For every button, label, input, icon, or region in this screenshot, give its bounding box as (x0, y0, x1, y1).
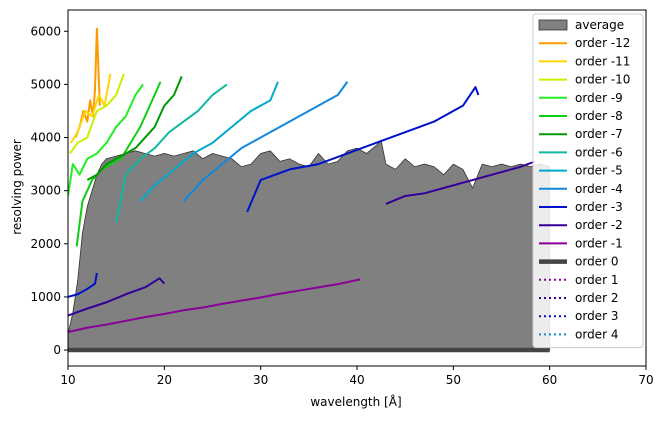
series-line-order--7 (86, 76, 183, 181)
y-tick-label: 0 (53, 343, 61, 357)
series-line-order--1 (68, 278, 361, 333)
y-tick-label: 4000 (30, 131, 61, 145)
legend-label: order 2 (575, 291, 618, 305)
y-tick-label: 5000 (30, 77, 61, 91)
legend-swatch (538, 19, 568, 31)
y-tick-label: 1000 (30, 290, 61, 304)
legend: average order -12 order -11 order -10 order … (532, 13, 644, 349)
series-line-order--8 (75, 81, 162, 247)
y-tick-label: 3000 (30, 184, 61, 198)
legend-label: order -7 (575, 127, 623, 141)
plot-clip-group (68, 27, 551, 353)
legend-label: order -5 (575, 164, 623, 178)
y-tick-label: 6000 (30, 24, 61, 38)
legend-label: order -4 (575, 182, 623, 196)
series-line-order--3 (246, 86, 480, 213)
legend-label: average (575, 18, 624, 32)
x-tick-label: 60 (542, 373, 557, 387)
series-line-order--9 (68, 83, 144, 197)
legend-label: order -12 (575, 36, 630, 50)
series-line-order--4 (182, 81, 349, 202)
series-line-order--6 (115, 83, 228, 223)
legend-label: order -1 (575, 236, 623, 250)
legend-label: order 4 (575, 327, 618, 341)
series-line-order--5 (139, 81, 279, 202)
x-axis-label: wavelength [Å] (310, 394, 401, 409)
legend-label: order -3 (575, 200, 623, 214)
legend-label: order -9 (575, 91, 623, 105)
series-line-order--3 (68, 272, 98, 298)
y-tick-label: 2000 (30, 237, 61, 251)
x-tick-label: 10 (60, 373, 75, 387)
x-tick-label: 30 (253, 373, 268, 387)
y-axis-label: resolving power (10, 139, 24, 235)
axes: 10 20 30 40 50 60 70 0 1000 2000 3000 4000 5000 6000 (30, 9, 654, 387)
x-tick-label: 50 (446, 373, 461, 387)
legend-label: order -10 (575, 73, 630, 87)
x-tick-label: 20 (157, 373, 172, 387)
x-tick-label: 40 (349, 373, 364, 387)
legend-label: order 1 (575, 273, 618, 287)
legend-label: order -8 (575, 109, 623, 123)
legend-label: order 3 (575, 309, 618, 323)
series-line-order--12 (74, 27, 101, 138)
legend-label: order 0 (575, 255, 618, 269)
legend-label: order -6 (575, 145, 623, 159)
legend-label: order -2 (575, 218, 623, 232)
legend-label: order -11 (575, 54, 630, 68)
plot-area (68, 27, 551, 353)
series-line-order--10 (69, 73, 125, 155)
x-tick-label: 70 (638, 373, 653, 387)
series-line-order--2 (385, 160, 536, 205)
series-line-order--2 (68, 277, 166, 317)
